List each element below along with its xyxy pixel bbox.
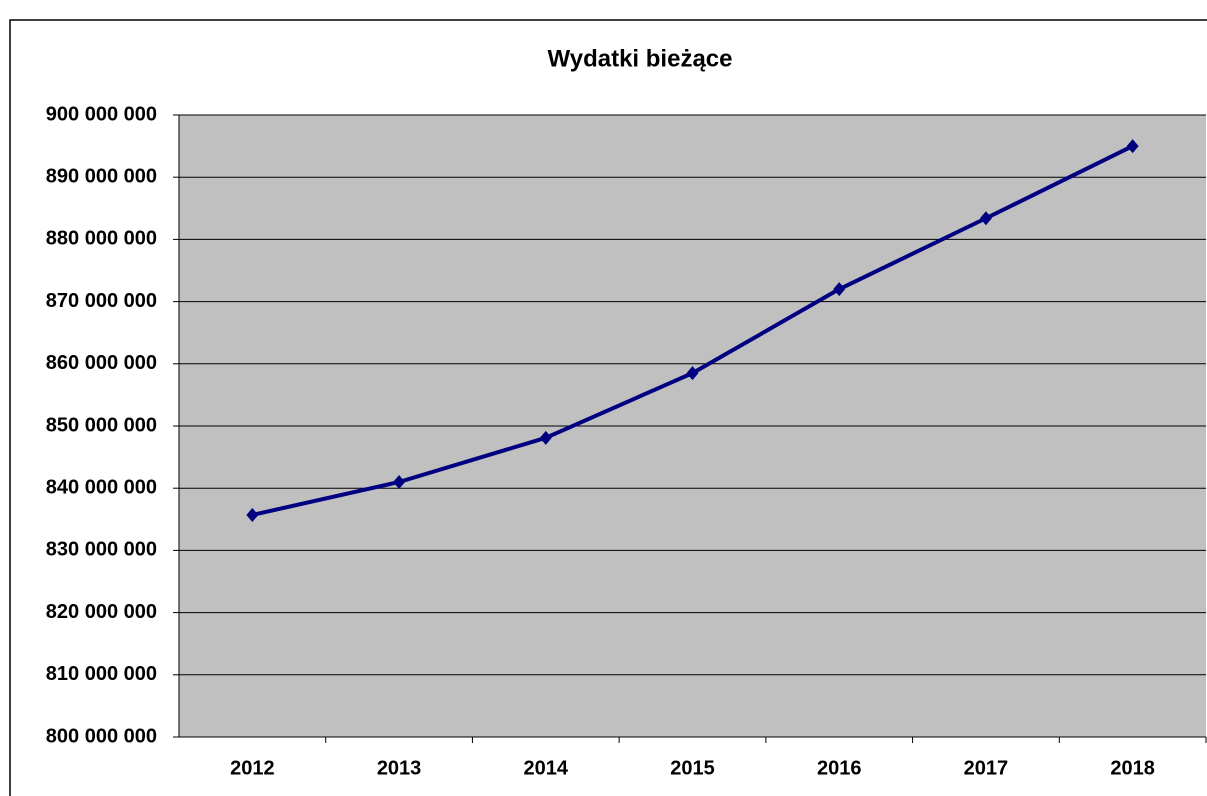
x-tick-label: 2012 (230, 757, 275, 779)
x-tick-label: 2014 (524, 757, 569, 779)
y-tick-label: 800 000 000 (46, 725, 157, 747)
chart-title: Wydatki bieżące (548, 45, 733, 72)
x-tick-label: 2017 (964, 757, 1009, 779)
x-tick-label: 2015 (670, 757, 715, 779)
y-tick-label: 840 000 000 (46, 476, 157, 498)
y-tick-label: 860 000 000 (46, 352, 157, 374)
y-tick-label: 890 000 000 (46, 165, 157, 187)
point-marker (246, 507, 259, 522)
point-marker (833, 282, 846, 297)
y-tick-label: 830 000 000 (46, 539, 157, 561)
point-marker (539, 430, 552, 445)
y-tick-label: 850 000 000 (46, 414, 157, 436)
point-marker (979, 211, 992, 226)
point-marker (1126, 139, 1139, 154)
y-tick-label: 880 000 000 (46, 228, 157, 250)
point-marker (686, 366, 699, 381)
y-tick-label: 870 000 000 (46, 290, 157, 312)
y-tick-label: 900 000 000 (46, 103, 157, 125)
y-tick-label: 820 000 000 (46, 601, 157, 623)
x-tick-label: 2016 (817, 757, 862, 779)
x-tick-label: 2018 (1110, 757, 1155, 779)
y-tick-label: 810 000 000 (46, 663, 157, 685)
x-tick-label: 2013 (377, 757, 422, 779)
point-marker (393, 474, 406, 489)
